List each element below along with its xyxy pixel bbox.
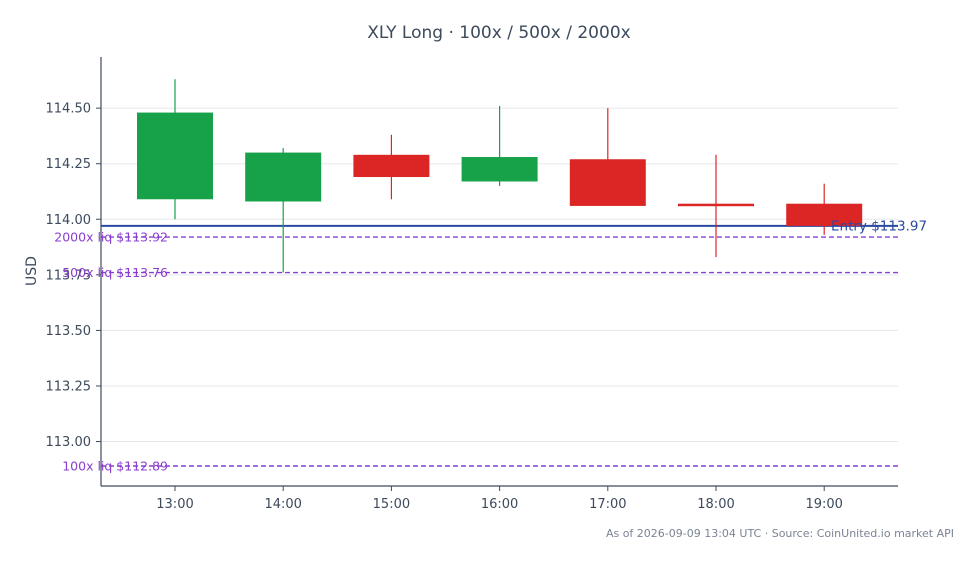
x-tick-label: 15:00: [373, 497, 410, 512]
candle-body: [353, 154, 430, 178]
y-tick-label: 113.25: [46, 379, 92, 394]
candle-body: [461, 157, 538, 182]
chart-title: XLY Long · 100x / 500x / 2000x: [367, 23, 630, 43]
x-tick-label: 19:00: [805, 497, 842, 512]
x-tick-label: 13:00: [156, 497, 193, 512]
y-tick-label: 113.00: [46, 435, 92, 450]
tick-labels: 113.00 113.25 113.50 113.75 114.00 114.25 114.…: [46, 102, 843, 512]
x-tick-label: 18:00: [697, 497, 734, 512]
reference-lines: [101, 224, 898, 467]
candle-body: [137, 112, 213, 200]
y-tick-label: 113.50: [46, 324, 92, 339]
liquidation-label: 500x liq $113.76: [62, 265, 168, 280]
y-tick-label: 114.00: [46, 213, 92, 228]
candle-body: [569, 159, 646, 206]
liquidation-label: 100x liq $112.89: [62, 458, 168, 473]
x-tick-label: 14:00: [264, 497, 301, 512]
reference-labels: 2000x liq $113.92 500x liq $113.76 100x li…: [54, 218, 927, 473]
candles: [137, 79, 863, 273]
x-tick-label: 17:00: [589, 497, 626, 512]
entry-label: Entry $113.97: [831, 218, 927, 234]
y-tick-label: 114.25: [46, 157, 92, 172]
x-tick-label: 16:00: [481, 497, 518, 512]
footer-source: As of 2026-09-09 13:04 UTC · Source: Coi…: [606, 527, 954, 540]
candle-body: [245, 152, 322, 202]
candle-body: [786, 203, 863, 226]
y-axis-label: USD: [24, 256, 40, 286]
liquidation-label: 2000x liq $113.92: [54, 230, 168, 245]
y-tick-label: 113.75: [46, 268, 92, 283]
candle-body: [678, 203, 754, 207]
y-tick-label: 114.50: [46, 102, 92, 117]
